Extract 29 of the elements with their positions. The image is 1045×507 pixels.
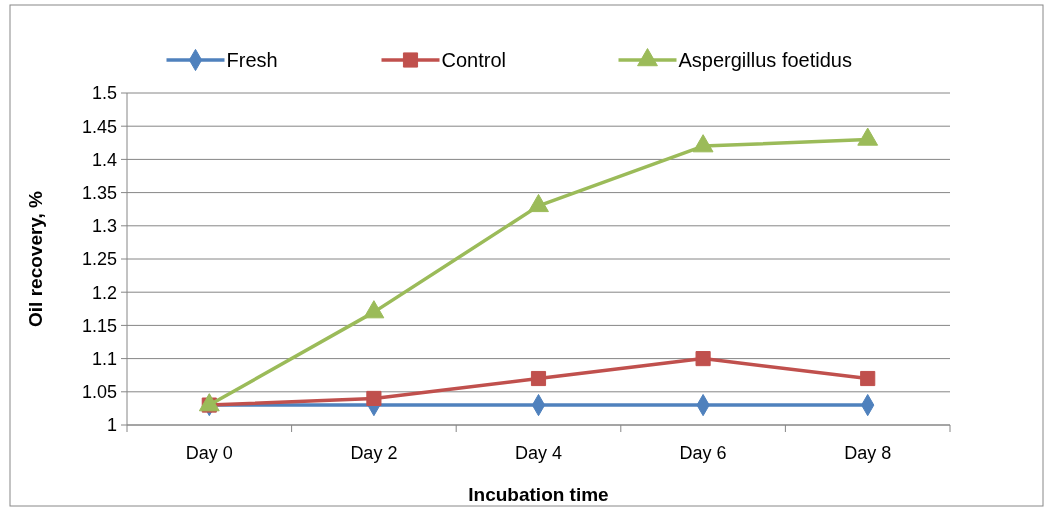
y-tick-label: 1.1 (91, 348, 117, 369)
y-tick-label: 1 (106, 415, 117, 436)
point (366, 390, 382, 407)
x-tick-label: Day 4 (514, 443, 563, 463)
point (530, 370, 547, 387)
x-axis-title: Incubation time (468, 484, 609, 505)
x-tick-label: Day 0 (185, 443, 233, 463)
y-tick-label: 1.25 (81, 249, 117, 270)
legend-label: Fresh (226, 49, 278, 71)
point (860, 370, 876, 387)
point (857, 127, 879, 146)
y-tick-label: 1.05 (81, 382, 117, 403)
x-tick-label: Day 6 (679, 443, 727, 463)
legend-label: Aspergillus foetidus (678, 49, 852, 71)
y-axis-title: Oil recovery, % (25, 190, 46, 327)
y-tick-label: 1.35 (81, 182, 117, 203)
legend-label: Control (441, 49, 506, 71)
x-tick-label: Day 2 (350, 443, 398, 463)
y-tick-label: 1.2 (91, 282, 117, 303)
y-tick-label: 1.15 (81, 315, 117, 336)
y-tick-label: 1.5 (91, 83, 117, 104)
y-tick-label: 1.3 (91, 216, 117, 237)
y-tick-label: 1.45 (81, 116, 117, 137)
x-tick-label: Day 8 (844, 443, 892, 463)
point (692, 134, 714, 153)
y-tick-label: 1.4 (91, 149, 117, 170)
point (528, 193, 549, 213)
point (695, 351, 711, 367)
point (363, 300, 385, 319)
